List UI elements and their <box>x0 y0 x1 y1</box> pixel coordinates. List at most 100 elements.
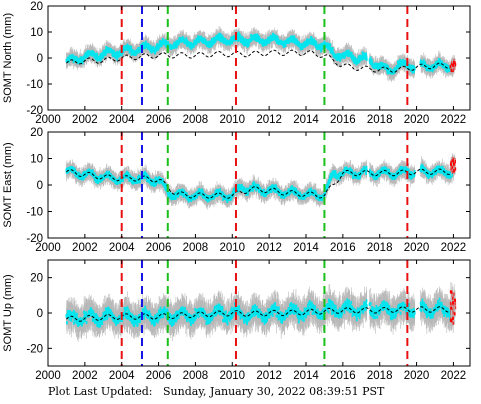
data-point <box>75 170 78 175</box>
data-point <box>347 300 349 304</box>
data-point <box>105 312 108 316</box>
data-point <box>175 313 178 317</box>
data-point <box>237 189 240 193</box>
data-point <box>158 176 160 180</box>
data-point <box>413 172 416 176</box>
data-point <box>289 303 291 307</box>
data-point <box>274 302 277 306</box>
data-point <box>312 305 315 309</box>
data-point <box>91 309 94 313</box>
data-point <box>219 32 222 37</box>
data-point <box>71 54 74 58</box>
x-tick-label-east: 2004 <box>109 242 135 254</box>
data-point <box>161 178 164 183</box>
data-point <box>260 311 263 316</box>
x-tick-label-north: 2018 <box>367 114 393 126</box>
data-point <box>145 172 148 176</box>
data-point <box>386 67 389 71</box>
data-point <box>155 182 158 186</box>
data-point <box>96 53 99 57</box>
data-point <box>247 42 250 46</box>
data-point <box>243 187 246 191</box>
data-point <box>254 38 257 42</box>
data-point <box>209 319 211 324</box>
data-point <box>77 317 80 322</box>
data-point <box>133 323 136 328</box>
x-tick-label-north: 2006 <box>146 114 172 126</box>
data-point <box>272 37 275 41</box>
data-point <box>369 302 372 306</box>
data-point <box>411 70 414 74</box>
data-point <box>359 175 361 179</box>
data-point <box>270 189 273 194</box>
data-point <box>264 317 267 322</box>
data-point <box>123 45 126 49</box>
data-point <box>222 192 225 196</box>
data-point <box>132 321 135 325</box>
data-point <box>222 319 224 323</box>
data-point <box>72 314 75 318</box>
recent-point <box>453 160 456 164</box>
data-point <box>393 172 395 177</box>
data-point <box>157 179 160 184</box>
data-point <box>265 42 268 46</box>
data-point <box>217 303 220 307</box>
data-point <box>203 192 206 197</box>
data-point <box>310 188 312 192</box>
data-point <box>128 310 130 314</box>
x-tick-label-east: 2014 <box>293 242 319 254</box>
data-point <box>289 307 292 312</box>
data-point <box>300 46 303 50</box>
data-point <box>97 180 99 185</box>
data-point <box>255 305 258 309</box>
recent-point <box>452 169 455 173</box>
data-point <box>311 311 314 316</box>
data-point <box>360 171 363 175</box>
data-point <box>413 67 416 71</box>
data-point <box>443 168 446 172</box>
data-point <box>284 43 287 48</box>
data-point <box>87 53 90 57</box>
data-point <box>186 193 188 197</box>
data-point <box>447 170 450 175</box>
data-point <box>224 310 227 314</box>
data-point <box>337 53 340 57</box>
data-point <box>331 47 334 51</box>
data-point <box>223 37 225 41</box>
data-point <box>169 315 171 319</box>
data-point <box>358 312 361 317</box>
recent-point <box>451 159 454 163</box>
data-point <box>206 194 209 199</box>
data-point <box>297 313 299 317</box>
data-point <box>365 299 368 303</box>
data-point <box>266 315 269 319</box>
data-point <box>291 305 294 309</box>
data-point <box>369 56 372 60</box>
data-point <box>435 171 438 176</box>
data-point <box>172 321 175 325</box>
data-point <box>180 189 182 193</box>
data-point <box>239 316 242 320</box>
data-point <box>227 194 230 198</box>
data-point <box>210 42 213 46</box>
data-point <box>262 315 265 319</box>
data-point <box>228 318 231 322</box>
data-point <box>210 44 213 48</box>
data-point <box>127 171 130 176</box>
data-point <box>294 306 297 311</box>
data-point <box>106 315 109 319</box>
data-point <box>226 199 229 204</box>
x-tick-label-north: 2000 <box>35 114 61 126</box>
data-point <box>370 312 372 316</box>
data-point <box>238 305 241 309</box>
data-point <box>341 311 343 315</box>
data-point <box>218 303 221 307</box>
data-point <box>184 306 186 311</box>
data-point <box>130 45 133 50</box>
data-point <box>153 318 156 323</box>
data-point <box>365 171 367 176</box>
data-point <box>332 306 335 310</box>
